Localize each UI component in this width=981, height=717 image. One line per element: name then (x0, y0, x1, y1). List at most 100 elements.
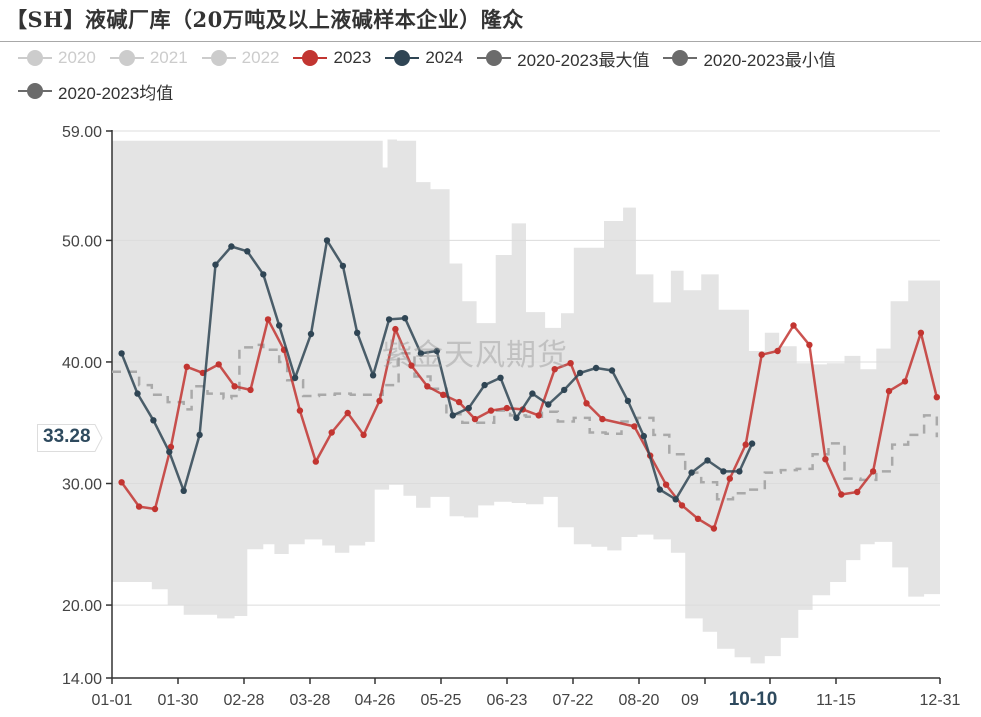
data-point (323, 237, 331, 244)
legend-marker-icon (201, 48, 236, 68)
y-tick-label: 50.00 (62, 233, 102, 250)
data-point (576, 369, 584, 377)
legend-label: 2024 (425, 48, 464, 67)
legend-item-2020-2023最小值[interactable]: 2020-2023最小值 (663, 46, 836, 70)
data-point (678, 502, 686, 509)
legend-label: 2021 (149, 48, 188, 67)
legend-item-2020-2023最大值[interactable]: 2020-2023最大值 (477, 46, 649, 70)
legend-label: 2020 (58, 48, 96, 67)
data-point (599, 415, 606, 423)
data-point (150, 417, 157, 424)
legend-label: 2020-2023最大值 (517, 50, 650, 70)
data-point (118, 479, 125, 486)
data-point (790, 322, 797, 329)
x-tick-label: 03-28 (290, 692, 331, 709)
axis-pointer-value: 33.28 (43, 426, 91, 447)
x-tick-label: 04-26 (355, 692, 396, 709)
data-point (838, 491, 845, 498)
data-point (551, 366, 558, 373)
data-point (401, 315, 409, 322)
data-point (535, 412, 542, 419)
x-tick-label: 01-01 (92, 692, 133, 709)
y-tick-label: 59.00 (62, 124, 102, 141)
x-tick-label: 05-25 (421, 692, 462, 709)
data-point (561, 386, 568, 394)
data-point (134, 390, 141, 397)
data-point (608, 367, 616, 374)
legend-item-2024[interactable]: 2024 (385, 46, 463, 70)
data-point (392, 325, 399, 333)
data-point (291, 374, 299, 381)
legend-label: 2020-2023均值 (58, 83, 174, 103)
x-tick-label: 09 (681, 692, 699, 709)
data-point (901, 378, 909, 385)
data-point (806, 341, 813, 349)
data-point (408, 362, 415, 369)
x-tick-label: 02-28 (224, 692, 265, 709)
data-point (631, 423, 638, 430)
legend-item-2021[interactable]: 2021 (109, 46, 188, 70)
data-point (328, 429, 335, 436)
data-point (344, 409, 351, 417)
data-point (385, 316, 393, 323)
data-point (180, 487, 187, 494)
legend-marker-icon (663, 48, 698, 68)
data-point (726, 475, 733, 482)
data-point (917, 329, 925, 336)
data-point (307, 330, 315, 338)
data-point (339, 262, 347, 270)
data-point (748, 440, 756, 447)
axis-pointer-label: 33.28 (37, 424, 103, 452)
legend-label: 2020-2023最小值 (703, 50, 836, 70)
data-point (656, 486, 663, 493)
pointer-label-box-icon (37, 424, 103, 452)
data-point (774, 347, 781, 355)
data-point (822, 456, 829, 463)
data-point (440, 391, 447, 398)
data-point (481, 381, 488, 389)
x-tick-label: 07-22 (553, 692, 594, 709)
data-point (513, 414, 520, 422)
data-point (592, 364, 600, 372)
data-point (854, 488, 861, 496)
data-point (529, 390, 536, 397)
legend-item-2020-2023均值[interactable]: 2020-2023均值 (18, 79, 173, 103)
data-point (360, 431, 367, 439)
legend-marker-icon (477, 48, 512, 68)
legend-label: 2023 (333, 48, 372, 67)
data-point (183, 363, 190, 370)
data-point (424, 383, 431, 390)
data-point (135, 503, 143, 510)
data-point (166, 448, 173, 456)
data-point (933, 394, 940, 401)
chart-legend: 2020 2021 2022 2023 2024 2020-2023最大值 2020-202… (18, 46, 968, 112)
data-point (688, 469, 695, 476)
data-point (662, 481, 670, 488)
data-point (758, 351, 765, 358)
data-point (720, 468, 727, 475)
data-point (354, 329, 361, 336)
x-tick-label: 06-23 (487, 692, 528, 709)
data-point (151, 505, 159, 513)
legend-marker-icon (18, 48, 52, 68)
data-point (244, 248, 251, 255)
legend-item-2020[interactable]: 2020 (18, 46, 96, 70)
legend-marker-icon (293, 48, 328, 68)
series-2023 (118, 316, 940, 532)
data-point (471, 415, 479, 423)
watermark: 紫金天风期货 (382, 338, 568, 373)
data-point (264, 316, 272, 323)
data-point (710, 525, 718, 532)
x-tick-label: 10-10 (729, 689, 778, 710)
data-point (247, 386, 254, 394)
x-tick-label: 08-20 (619, 692, 660, 709)
title-divider (0, 41, 981, 42)
legend-item-2022[interactable]: 2022 (201, 46, 279, 70)
data-point (624, 397, 632, 405)
legend-marker-icon (109, 48, 144, 68)
legend-marker-icon (18, 81, 52, 101)
data-point (487, 407, 495, 414)
data-point (545, 401, 552, 408)
data-point (196, 431, 203, 439)
legend-item-2023[interactable]: 2023 (293, 46, 371, 70)
